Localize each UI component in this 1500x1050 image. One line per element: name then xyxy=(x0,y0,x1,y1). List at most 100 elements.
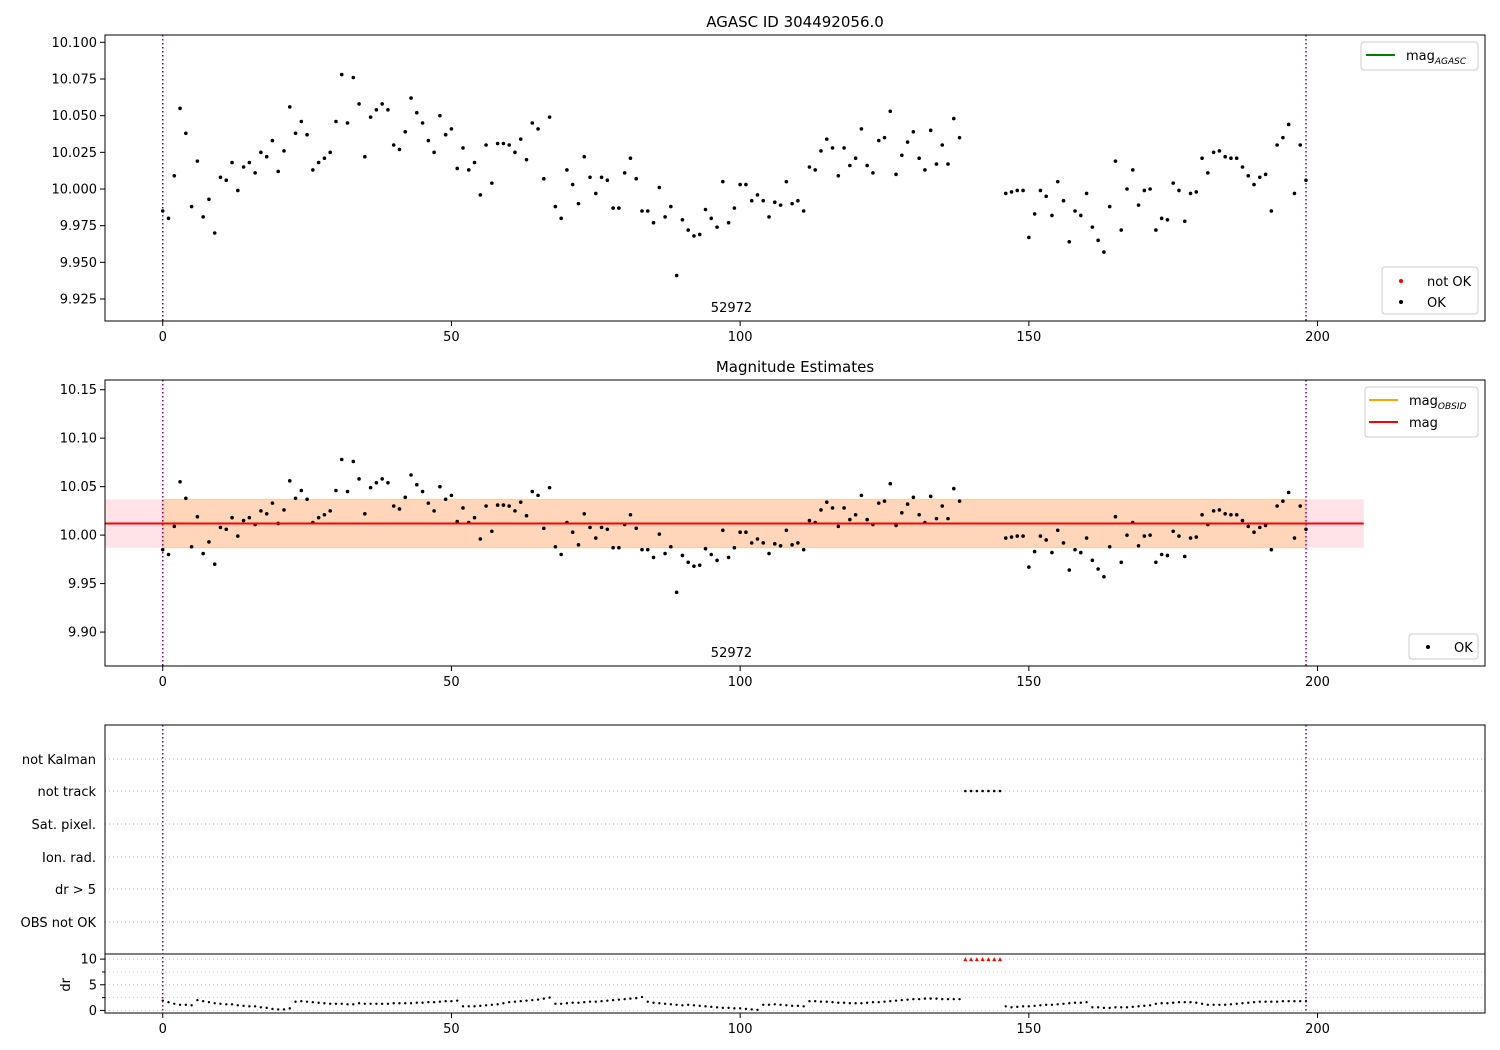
dr-point xyxy=(617,998,621,1001)
dr-point xyxy=(352,1003,355,1006)
data-point xyxy=(871,171,875,175)
dr-not-track-marker xyxy=(974,957,979,962)
data-point xyxy=(588,175,592,180)
data-point xyxy=(299,488,304,493)
data-point xyxy=(513,150,517,155)
legend-label: OK xyxy=(1427,296,1446,311)
data-point xyxy=(634,526,639,531)
dr-point xyxy=(652,1001,655,1004)
dr-point xyxy=(1108,1006,1111,1010)
dr-point xyxy=(271,1007,274,1011)
data-point xyxy=(888,481,893,486)
data-point xyxy=(501,503,506,507)
dr-point xyxy=(715,1006,719,1009)
not-track-point xyxy=(981,789,984,793)
x-tick-label: 100 xyxy=(728,1022,753,1037)
dr-point xyxy=(201,1000,205,1003)
data-point xyxy=(345,121,350,125)
data-point xyxy=(553,544,558,549)
dr-point xyxy=(721,1006,725,1010)
data-point xyxy=(588,525,592,530)
data-point xyxy=(1021,188,1025,193)
data-point xyxy=(732,545,737,550)
data-point xyxy=(1067,568,1072,572)
category-label: not Kalman xyxy=(22,753,96,768)
dr-point xyxy=(796,1004,800,1008)
data-point xyxy=(1275,143,1279,147)
data-point xyxy=(339,457,344,462)
data-point xyxy=(582,154,587,159)
dr-point xyxy=(727,1006,730,1010)
dr-point xyxy=(334,1002,338,1005)
data-point xyxy=(1154,560,1158,565)
dr-point xyxy=(646,1000,649,1003)
data-point xyxy=(1015,188,1020,193)
dr-point xyxy=(1212,1003,1215,1006)
data-point xyxy=(628,512,633,517)
dr-point xyxy=(479,1004,482,1008)
dr-point xyxy=(1258,1000,1262,1003)
data-point xyxy=(905,140,910,144)
legend-box xyxy=(1360,41,1479,71)
data-point xyxy=(761,198,766,203)
dr-point xyxy=(825,1000,828,1003)
dr-point xyxy=(756,1008,759,1012)
dr-point xyxy=(1004,1005,1007,1008)
data-point xyxy=(1200,512,1204,517)
data-point xyxy=(351,459,356,464)
data-point xyxy=(1021,534,1025,538)
data-point xyxy=(1159,552,1164,557)
data-point xyxy=(270,501,275,505)
category-label: Ion. rad. xyxy=(42,851,96,866)
data-point xyxy=(957,135,962,140)
data-point xyxy=(928,494,933,499)
data-point xyxy=(1206,171,1210,175)
dr-point xyxy=(923,997,927,1000)
data-point xyxy=(241,165,246,169)
data-point xyxy=(605,527,610,532)
x-tick-label: 50 xyxy=(443,1022,460,1037)
dr-point xyxy=(889,1000,892,1003)
not-track-point xyxy=(998,789,1002,793)
data-point xyxy=(1061,198,1066,203)
data-point xyxy=(1154,228,1158,232)
y-tick-label: 10.05 xyxy=(60,480,97,495)
dr-point xyxy=(1252,1001,1256,1004)
data-point xyxy=(1102,575,1106,579)
data-point xyxy=(657,532,662,536)
data-point xyxy=(813,168,818,172)
data-point xyxy=(686,560,690,565)
data-point xyxy=(692,234,696,238)
category-label: not track xyxy=(37,785,96,800)
data-point xyxy=(287,105,292,109)
dr-point xyxy=(1200,1002,1204,1005)
data-point xyxy=(409,473,413,477)
data-point xyxy=(709,216,714,221)
data-point xyxy=(1159,216,1164,221)
dr-point xyxy=(640,995,644,999)
data-point xyxy=(888,109,893,114)
dr-point xyxy=(571,1001,574,1004)
x-tick-label: 200 xyxy=(1305,330,1330,345)
data-point xyxy=(472,515,477,520)
dr-point xyxy=(1177,1001,1181,1004)
axes-frame xyxy=(104,379,1486,667)
data-point xyxy=(386,480,390,485)
dr-point xyxy=(1206,1003,1210,1006)
dr-point xyxy=(577,1001,580,1004)
y-tick-label: 10.15 xyxy=(60,383,97,398)
data-point xyxy=(316,515,321,520)
data-point xyxy=(536,127,540,131)
dr-point xyxy=(490,1003,494,1006)
dr-point xyxy=(831,1001,834,1004)
y-tick-label: 10 xyxy=(80,953,97,968)
dr-point xyxy=(1172,1001,1175,1004)
data-point xyxy=(259,150,263,155)
dr-point xyxy=(1120,1006,1123,1009)
dr-point xyxy=(837,1001,840,1004)
data-point xyxy=(1009,535,1014,539)
data-point xyxy=(1229,156,1233,160)
dr-point xyxy=(773,1003,776,1006)
dr-point xyxy=(1270,1000,1273,1003)
